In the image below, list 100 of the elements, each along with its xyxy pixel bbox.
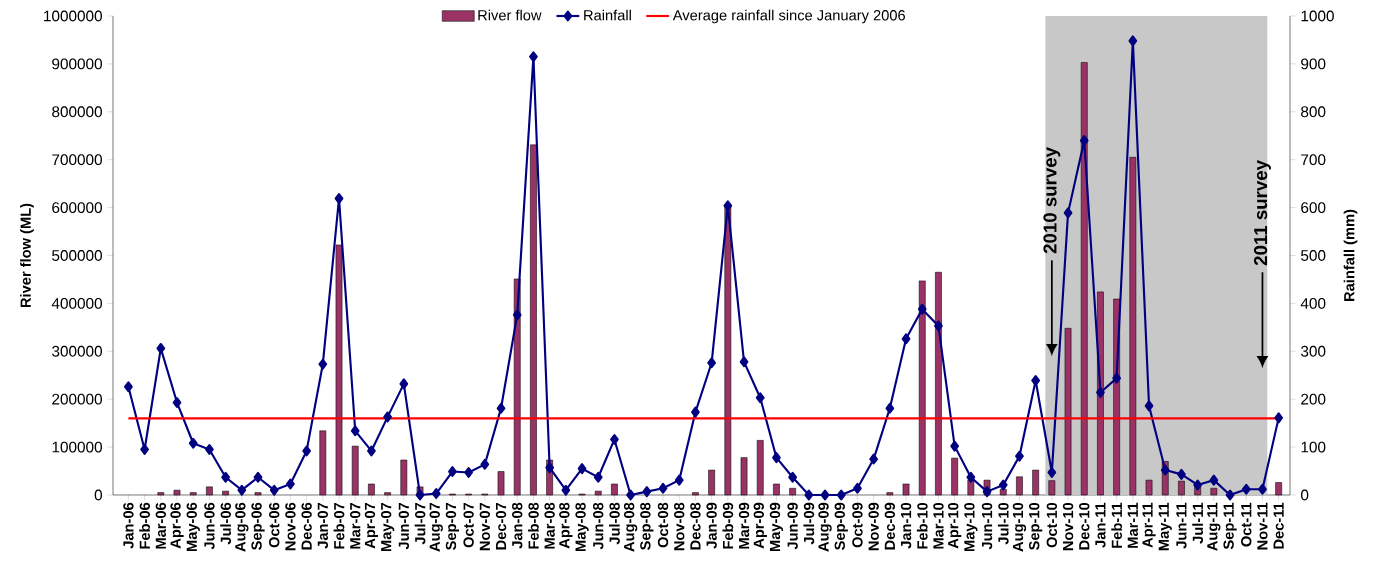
x-tick-label: Nov-09 [868, 502, 879, 551]
y-tick-label: 1000000 [44, 10, 102, 22]
x-tick-label: Mar-07 [350, 502, 361, 549]
x-tick-label: Jun-08 [593, 502, 604, 550]
y2-tick-label: 1000 [1301, 10, 1334, 22]
x-tick-label: Aug-10 [1012, 502, 1027, 552]
x-tick-label: Oct-11 [1241, 502, 1252, 547]
y2-tick-label: 700 [1301, 154, 1326, 166]
x-tick-label: Jul-11 [1192, 502, 1204, 544]
x-tick-label: Nov-11 [1257, 502, 1268, 550]
y-tick-label: 900000 [52, 58, 102, 70]
x-tick-label: Mar-06 [155, 502, 166, 549]
x-tick-label: Dec-06 [301, 502, 312, 550]
x-tick-label: Dec-07 [495, 502, 507, 550]
x-tick-label: Aug-08 [623, 502, 638, 552]
x-tick-label: Oct-06 [269, 502, 280, 548]
legend-label: Rainfall [584, 9, 631, 21]
y2-axis-title: Rainfall (mm) [1343, 209, 1358, 301]
y-tick-label: 700000 [52, 154, 102, 166]
x-tick-label: Sep-07 [445, 502, 460, 550]
y2-tick-label: 100 [1301, 441, 1326, 453]
x-tick-label: Sep-10 [1029, 502, 1043, 550]
legend-label: Average rainfall since January 2006 [672, 9, 905, 24]
x-tick-label: Dec-11 [1273, 502, 1284, 549]
y-tick-label: 300000 [52, 345, 102, 357]
legend-label: River flow [478, 9, 542, 21]
x-tick-label: Apr-11 [1142, 502, 1156, 548]
y-tick-label: 500000 [52, 250, 102, 261]
x-tick-label: Mar-11 [1127, 502, 1138, 548]
x-tick-label: May-09 [769, 502, 784, 552]
y2-tick-label: 600 [1301, 202, 1326, 214]
y2-tick-label: 500 [1301, 250, 1326, 261]
x-tick-label: Jul-07 [414, 502, 426, 545]
y-tick-label: 400000 [51, 297, 102, 309]
x-tick-label: Jul-10 [997, 502, 1009, 545]
x-tick-label: Apr-09 [753, 502, 767, 549]
y-tick-label: 100000 [52, 441, 102, 453]
x-tick-label: Sep-06 [251, 502, 265, 550]
y2-tick-label: 0 [1301, 489, 1309, 501]
y-tick-label: 200000 [52, 393, 102, 405]
y-tick-label: 0 [94, 489, 103, 501]
x-tick-label: Oct-07 [463, 502, 474, 548]
x-tick-label: Dec-08 [690, 502, 701, 550]
x-tick-label: Aug-11 [1207, 502, 1221, 551]
x-tick-label: Feb-10 [916, 502, 928, 549]
x-tick-label: Nov-06 [285, 502, 296, 551]
x-tick-label: Apr-06 [170, 502, 184, 549]
annotation: 2011 survey [1253, 160, 1271, 266]
x-tick-label: Dec-10 [1079, 502, 1090, 550]
annotation: 2010 survey [1043, 147, 1061, 254]
x-tick-label: Nov-07 [479, 502, 491, 551]
x-tick-label: May-10 [964, 502, 978, 552]
x-tick-label: Oct-08 [657, 502, 669, 548]
x-tick-label: Feb-09 [722, 502, 734, 549]
y2-tick-label: 200 [1301, 393, 1326, 405]
y2-tick-label: 900 [1301, 58, 1326, 70]
x-tick-label: Jul-08 [609, 502, 620, 545]
x-tick-label: Nov-08 [674, 502, 685, 551]
y2-tick-label: 800 [1301, 106, 1326, 118]
x-tick-label: Jun-09 [787, 502, 798, 550]
x-tick-label: Jun-06 [204, 502, 215, 550]
x-tick-label: Jul-06 [220, 502, 231, 545]
x-tick-label: May-11 [1158, 502, 1172, 551]
x-tick-label: Dec-09 [884, 502, 896, 550]
y-tick-label: 600000 [52, 202, 102, 214]
x-tick-label: Oct-09 [852, 502, 863, 548]
x-tick-label: Sep-08 [640, 502, 654, 550]
x-tick-label: Apr-07 [364, 502, 379, 549]
y-tick-label: 800000 [52, 106, 102, 118]
x-tick-label: Aug-06 [235, 502, 249, 552]
x-tick-label: Jul-09 [803, 502, 815, 545]
x-tick-label: Aug-09 [818, 502, 832, 552]
x-tick-label: Feb-11 [1111, 502, 1123, 548]
x-tick-label: Mar-08 [544, 502, 555, 549]
x-tick-label: Jun-10 [981, 502, 993, 550]
x-tick-label: Jan-10 [900, 502, 912, 549]
x-tick-label: Mar-09 [738, 502, 750, 549]
x-tick-label: Nov-10 [1062, 502, 1074, 551]
x-tick-label: Feb-08 [528, 502, 539, 549]
x-tick-label: Jan-07 [317, 502, 329, 549]
x-tick-label: Jun-11 [1176, 502, 1187, 549]
y2-tick-label: 400 [1300, 297, 1326, 309]
x-tick-label: Jan-08 [512, 502, 523, 549]
y2-tick-label: 300 [1300, 345, 1326, 357]
x-tick-label: May-07 [380, 502, 395, 552]
x-tick-label: May-08 [575, 502, 589, 552]
x-tick-label: Feb-06 [139, 502, 150, 549]
x-tick-label: Oct-10 [1046, 502, 1058, 548]
x-tick-label: Mar-10 [933, 502, 944, 549]
x-tick-label: Sep-11 [1223, 502, 1237, 550]
x-tick-label: Feb-07 [333, 502, 345, 549]
x-tick-label: Jun-07 [398, 502, 410, 550]
x-tick-label: Jan-09 [706, 502, 717, 549]
x-tick-label: Aug-07 [429, 502, 443, 552]
x-tick-label: May-06 [186, 502, 200, 552]
x-tick-label: Jan-06 [123, 502, 134, 549]
y-axis-title: River flow (ML) [20, 203, 34, 308]
x-tick-label: Jan-11 [1095, 502, 1106, 548]
x-tick-label: Apr-10 [948, 502, 962, 549]
x-tick-label: Apr-08 [559, 502, 573, 549]
